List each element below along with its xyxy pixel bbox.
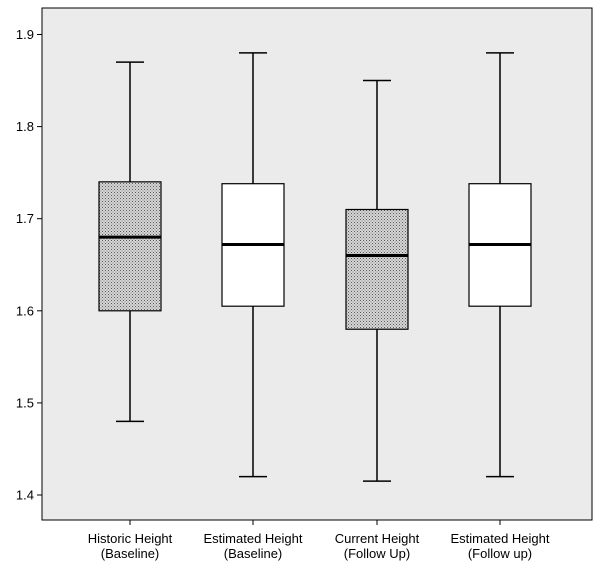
- iqr-box: [98, 181, 162, 312]
- box-1: [98, 61, 162, 423]
- category-label: Current Height (Follow Up): [335, 531, 420, 561]
- category-label-line2: (Follow Up): [344, 546, 410, 561]
- category-label: Estimated Height (Baseline): [204, 531, 303, 561]
- category-label: Historic Height (Baseline): [88, 531, 173, 561]
- category-label: Estimated Height (Follow up): [451, 531, 550, 561]
- iqr-box: [345, 208, 409, 330]
- y-tick-label: 1.6: [16, 303, 34, 318]
- y-tick-label: 1.4: [16, 488, 34, 503]
- y-tick-label: 1.9: [16, 27, 34, 42]
- y-tick-label: 1.8: [16, 119, 34, 134]
- category-label-line1: Estimated Height: [204, 531, 303, 546]
- y-tick-label: 1.5: [16, 395, 34, 410]
- category-label-line2: (Baseline): [224, 546, 283, 561]
- category-label-line2: (Follow up): [468, 546, 532, 561]
- boxes-group: [98, 52, 532, 482]
- box-2: [221, 52, 285, 478]
- x-axis-labels: Historic Height (Baseline)Estimated Heigh…: [88, 520, 550, 561]
- y-axis: 1.4 1.5 1.6 1.7 1.8 1.9: [16, 27, 42, 503]
- box-4: [468, 52, 532, 478]
- category-label-line1: Historic Height: [88, 531, 173, 546]
- box-3: [345, 79, 409, 482]
- y-tick-label: 1.7: [16, 211, 34, 226]
- category-label-line1: Current Height: [335, 531, 420, 546]
- category-label-line1: Estimated Height: [451, 531, 550, 546]
- category-label-line2: (Baseline): [101, 546, 160, 561]
